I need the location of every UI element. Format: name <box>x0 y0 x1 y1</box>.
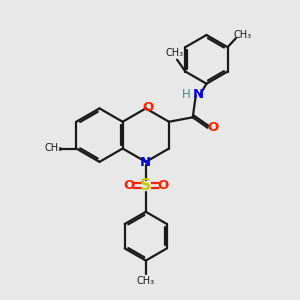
Text: CH₃: CH₃ <box>165 48 183 58</box>
Text: N: N <box>140 156 152 169</box>
Text: O: O <box>142 101 154 114</box>
Text: CH₃: CH₃ <box>137 276 155 286</box>
Text: CH₃: CH₃ <box>44 142 62 153</box>
Text: H: H <box>182 88 190 101</box>
Text: O: O <box>123 179 134 192</box>
Text: S: S <box>140 178 151 193</box>
Text: CH₃: CH₃ <box>234 30 252 40</box>
Text: O: O <box>207 121 219 134</box>
Text: N: N <box>193 88 204 101</box>
Text: O: O <box>158 179 169 192</box>
